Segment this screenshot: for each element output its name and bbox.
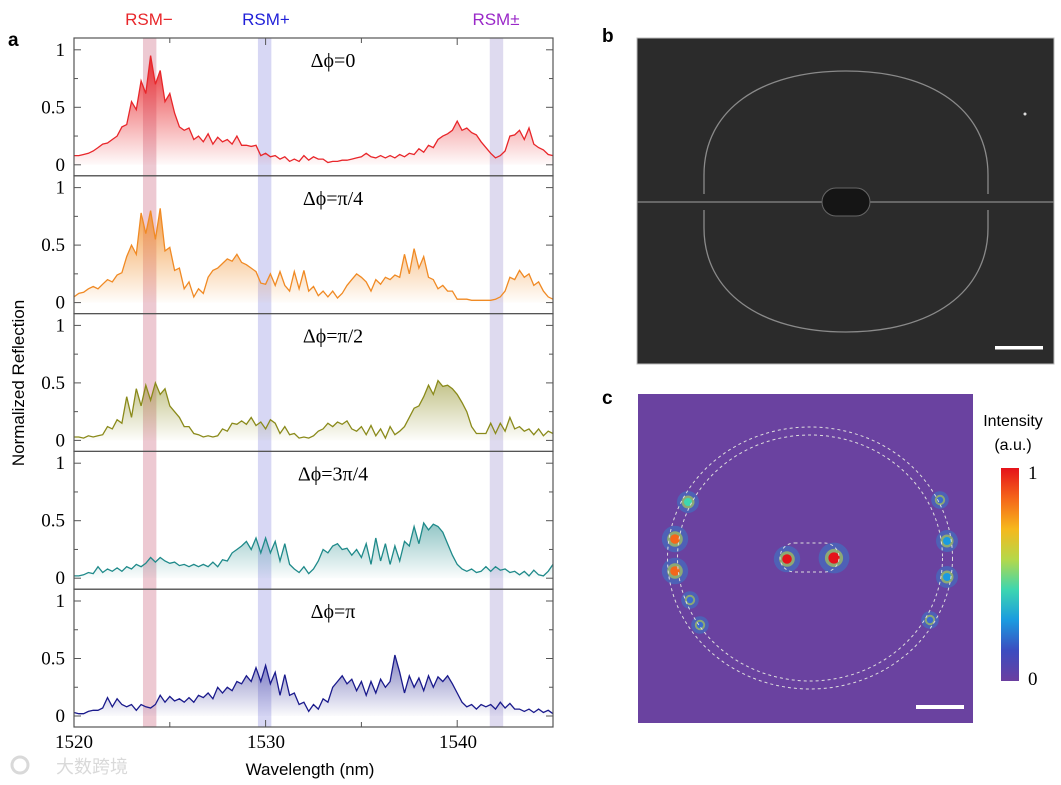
colorbar-title: Intensity [983, 413, 1043, 430]
series-line [74, 521, 554, 577]
intensity-map [638, 394, 973, 723]
y-tick-label: 1 [56, 40, 66, 61]
highlight-band [257, 38, 272, 727]
center-slot [821, 187, 871, 217]
band-label-rsm-plus: RSM+ [242, 10, 290, 29]
series-line [73, 208, 554, 301]
reflection-spectra-chart: 0 0.5 1 Δϕ=0 0 0.5 1 Δϕ=π/4 0 0.5 1 Δϕ=π/2 0 0.5 1 Δϕ=3… [41, 37, 554, 728]
intensity-hotspot [943, 573, 951, 581]
hotspots [661, 491, 958, 634]
y-tick-label: 0 [56, 293, 66, 314]
series-title: Δϕ=π/2 [303, 326, 363, 348]
y-axis-label: Normalized Reflection [9, 300, 28, 466]
intensity-hotspot [686, 596, 694, 604]
intensity-hotspot [828, 552, 840, 564]
series-title: Δϕ=0 [311, 50, 356, 72]
slot-outline [779, 542, 840, 573]
panel-label-b: b [602, 26, 614, 47]
intensity-hotspot [943, 537, 951, 545]
ring-outline-outer [667, 426, 953, 690]
intensity-hotspot [926, 616, 934, 624]
watermark-logo-icon [10, 755, 30, 775]
x-tick-label: 1540 [439, 732, 477, 753]
x-tick-label: 1530 [247, 732, 285, 753]
panel-label-c: c [602, 388, 613, 409]
y-tick-label: 0.5 [41, 373, 65, 394]
band-label-rsm-minus: RSM− [125, 10, 173, 29]
watermark: 大数跨境 [10, 755, 128, 777]
scale-bar-b [995, 346, 1043, 350]
ring-outline-inner [677, 434, 943, 682]
series-area-fill [74, 655, 553, 716]
intensity-hotspot [684, 498, 692, 506]
sem-image [636, 37, 1055, 365]
y-tick-label: 0.5 [41, 649, 65, 670]
highlight-band [142, 38, 157, 727]
series-title: Δϕ=π [311, 601, 356, 623]
series-area-fill [74, 523, 553, 579]
intensity-hotspot [782, 554, 792, 564]
x-tick-label: 1520 [55, 732, 93, 753]
y-tick-label: 0.5 [41, 511, 65, 532]
series-area-fill [74, 208, 553, 303]
panel-label-a: a [8, 30, 19, 51]
y-tick-label: 0.5 [41, 235, 65, 256]
intensity-hotspot [670, 534, 680, 544]
series-title: Δϕ=π/4 [303, 188, 363, 210]
intensity-hotspot [670, 566, 680, 576]
highlight-band [489, 38, 504, 727]
series-line [74, 379, 554, 440]
y-tick-label: 0 [56, 430, 66, 451]
series-title: Δϕ=3π/4 [298, 463, 368, 485]
colorbar: Intensity (a.u.) 1 0 [983, 413, 1043, 690]
series-area-fill [74, 55, 553, 165]
y-tick-label: 0 [56, 155, 66, 176]
series-line [74, 55, 554, 164]
band-label-rsm-plusminus: RSM± [472, 10, 519, 29]
colorbar-unit: (a.u.) [994, 437, 1031, 454]
y-tick-label: 1 [56, 591, 66, 612]
y-tick-label: 0 [56, 568, 66, 589]
watermark-text: 大数跨境 [56, 757, 128, 777]
colorbar-gradient [1001, 468, 1019, 681]
ring-resonator-lower [703, 210, 989, 333]
x-axis-label: Wavelength (nm) [246, 760, 375, 779]
scale-bar-c [916, 705, 964, 709]
ring-resonator-upper [703, 70, 989, 194]
intensity-hotspot [696, 621, 704, 629]
colorbar-max-label: 1 [1028, 463, 1038, 484]
y-tick-label: 0 [56, 706, 66, 727]
y-tick-label: 1 [56, 178, 66, 199]
series-line [73, 654, 554, 715]
dust-particle [1023, 112, 1027, 116]
colorbar-min-label: 0 [1028, 669, 1038, 690]
intensity-background [638, 394, 973, 723]
series-area-fill [74, 380, 553, 441]
y-tick-label: 1 [56, 315, 66, 336]
y-tick-label: 1 [56, 453, 66, 474]
y-tick-label: 0.5 [41, 97, 65, 118]
